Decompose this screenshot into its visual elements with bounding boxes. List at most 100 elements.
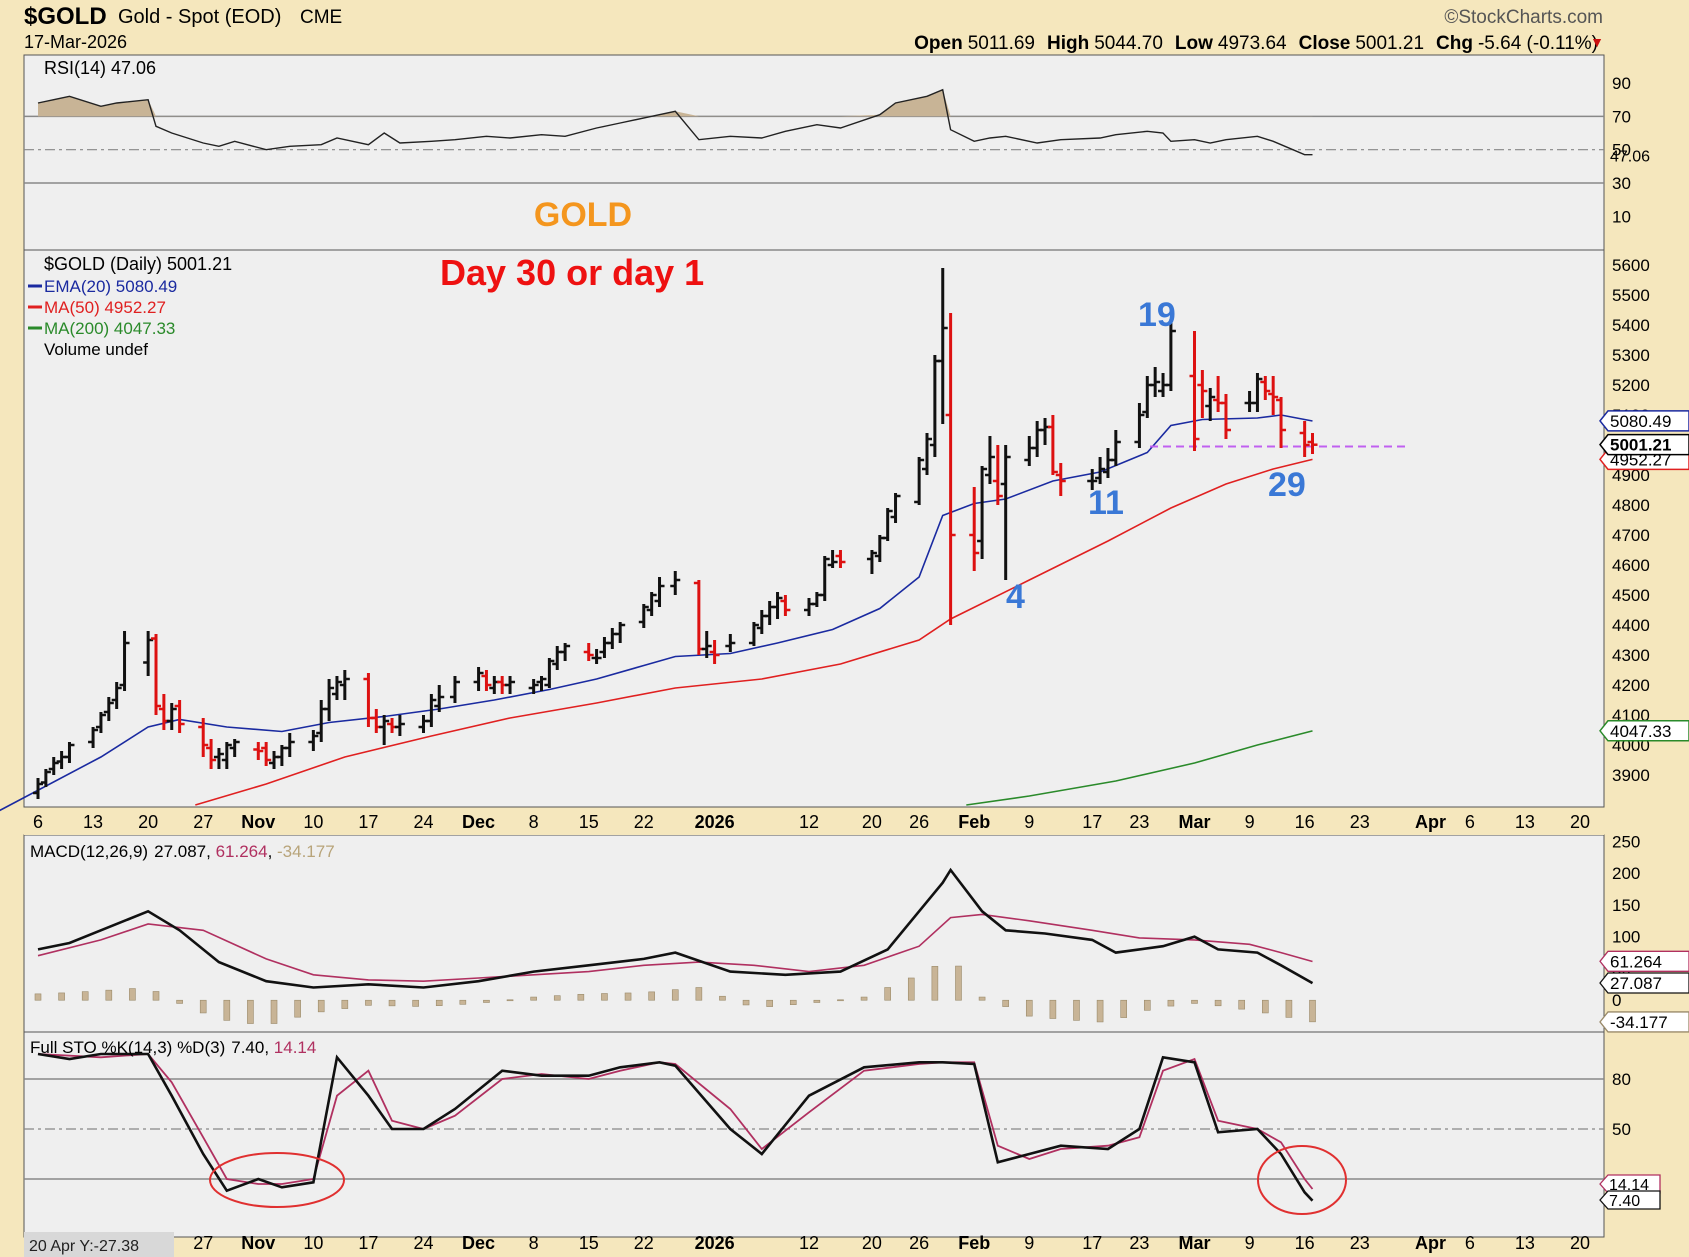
macd-y-tick-label: 0 xyxy=(1612,991,1621,1010)
macd-histogram-bar xyxy=(671,989,679,1001)
x-tick-label: 13 xyxy=(83,812,103,832)
chart-date: 17-Mar-2026 xyxy=(24,32,127,52)
macd-value-tag: 27.087 xyxy=(1610,974,1662,993)
macd-histogram-bar xyxy=(199,999,207,1014)
macd-histogram-bar xyxy=(719,995,726,1001)
price-y-tick-label: 5300 xyxy=(1612,346,1650,365)
date-strip xyxy=(24,808,1604,835)
price-y-tick-label: 4500 xyxy=(1612,586,1650,605)
macd-legend-sep1: , xyxy=(206,842,215,861)
rsi-last-value-label: 47.06 xyxy=(1610,149,1650,166)
x-tick-label: 26 xyxy=(909,1233,929,1253)
x-tick-label: Dec xyxy=(462,1233,495,1253)
macd-histogram-bar xyxy=(1285,999,1293,1018)
macd-histogram-bar xyxy=(1073,999,1080,1021)
macd-histogram-bar xyxy=(1309,999,1316,1023)
open-label: Open xyxy=(914,33,963,54)
x-tick-label: 27 xyxy=(193,812,213,832)
x-tick-label: 6 xyxy=(1465,812,1475,832)
close-label: Close xyxy=(1299,33,1351,54)
x-tick-label: 17 xyxy=(1082,812,1102,832)
x-tick-label: 17 xyxy=(1082,1233,1102,1253)
ma200-legend: MA(200) 4047.33 xyxy=(44,319,175,338)
macd-histogram-bar xyxy=(81,991,89,1001)
macd-legend-signal: 61.264 xyxy=(216,842,268,861)
rsi-y-tick-label: 50 xyxy=(1612,141,1631,160)
x-tick-label: 6 xyxy=(1465,1233,1475,1253)
macd-y-tick-label: 100 xyxy=(1612,928,1640,947)
macd-histogram-bar xyxy=(1191,999,1198,1004)
price-y-tick-label: 4300 xyxy=(1612,646,1650,665)
x-tick-label: 17 xyxy=(358,812,378,832)
ma50-line xyxy=(195,458,1313,806)
ema20-line xyxy=(0,414,1313,812)
sto-legend-k: 7.40 xyxy=(231,1038,264,1057)
macd-histogram-bar xyxy=(1238,999,1246,1010)
x-tick-label: Nov xyxy=(241,812,275,832)
ema20-legend: EMA(20) 5080.49 xyxy=(44,277,177,296)
cursor-readout: 20 Apr Y:-27.38 xyxy=(29,1238,139,1255)
macd-histogram-bar xyxy=(789,999,797,1005)
x-tick-label: 12 xyxy=(799,812,819,832)
x-tick-label: Mar xyxy=(1178,812,1210,832)
x-tick-label: Apr xyxy=(1415,812,1446,832)
macd-histogram-bar xyxy=(294,999,301,1018)
volume-legend: Volume undef xyxy=(44,340,148,359)
macd-histogram-bar xyxy=(459,999,467,1005)
macd-histogram-bar xyxy=(837,999,844,1002)
macd-histogram-bar xyxy=(1025,999,1033,1017)
sto-d-tag: 14.14 xyxy=(1609,1177,1649,1194)
macd-histogram-bar xyxy=(553,995,561,1001)
x-tick-label: 23 xyxy=(1129,1233,1149,1253)
x-tick-label: 13 xyxy=(1515,1233,1535,1253)
price-y-tick-label: 5600 xyxy=(1612,256,1650,275)
low-value: 4973.64 xyxy=(1218,33,1287,54)
close-price-tag-box xyxy=(1599,433,1689,456)
ohlc-readout: Open 5011.69 High 5044.70 Low 4973.64 Close 500… xyxy=(914,33,1598,54)
sto-legend: Full STO %K(14,3) %D(3) 7.40, 14.14 xyxy=(30,1038,316,1057)
macd-hist-tag: -34.177 xyxy=(1610,1013,1668,1032)
macd-histogram-bar xyxy=(766,999,773,1007)
x-tick-label: 20 xyxy=(862,812,882,832)
macd-histogram-bar xyxy=(530,996,537,1001)
x-tick-label: 16 xyxy=(1295,1233,1315,1253)
ma200-price-tag-box xyxy=(1599,720,1689,742)
macd-legend: MACD(12,26,9) 27.087, 61.264, -34.177 xyxy=(30,842,335,861)
rsi-line xyxy=(37,88,1313,156)
sto-d-line xyxy=(37,1053,1314,1190)
sto-d-tag-box xyxy=(1599,1174,1661,1194)
macd-legend-macd: 27.087 xyxy=(154,842,206,861)
sto-legend-sep: , xyxy=(264,1038,273,1057)
symbol-title: $GOLD xyxy=(24,3,107,30)
macd-histogram-bar xyxy=(1120,999,1127,1018)
price-y-tick-label: 3900 xyxy=(1612,766,1650,785)
ema20-price-tag: 5080.49 xyxy=(1610,412,1671,431)
sto-k-tag: 7.40 xyxy=(1609,1193,1640,1210)
oversold-circle-mar xyxy=(1257,1145,1347,1215)
ma200-price-tag: 4047.33 xyxy=(1610,722,1671,741)
x-tick-label: 16 xyxy=(1295,812,1315,832)
macd-histogram-bar xyxy=(884,987,891,1001)
x-tick-label: 15 xyxy=(579,1233,599,1253)
x-tick-label: 9 xyxy=(1024,1233,1034,1253)
chart-annotation-day-note: Day 30 or day 1 xyxy=(440,252,704,293)
x-tick-label: Feb xyxy=(958,812,990,832)
cycle-label-4: 4 xyxy=(1006,578,1025,616)
x-tick-label: Apr xyxy=(1415,1233,1446,1253)
x-tick-label: 20 xyxy=(138,812,158,832)
close-price-tag: 5001.21 xyxy=(1610,436,1671,455)
x-tick-label: 26 xyxy=(909,812,929,832)
x-tick-label: 24 xyxy=(413,1233,433,1253)
chg-down-arrow-icon: ▼ xyxy=(1590,34,1604,50)
macd-histogram-bar xyxy=(813,999,821,1003)
sto-k-tag-box xyxy=(1599,1190,1661,1210)
macd-histogram-bar xyxy=(176,999,183,1004)
x-tick-label: 6 xyxy=(33,812,43,832)
symbol-description: Gold - Spot (EOD) xyxy=(118,6,281,28)
macd-histogram-bar xyxy=(1096,999,1104,1023)
x-tick-label: 8 xyxy=(529,812,539,832)
macd-histogram-bar xyxy=(931,966,939,1001)
exchange-label: CME xyxy=(300,7,342,28)
macd-histogram-bar xyxy=(58,992,65,1001)
macd-hist-tag-box xyxy=(1599,1011,1689,1033)
